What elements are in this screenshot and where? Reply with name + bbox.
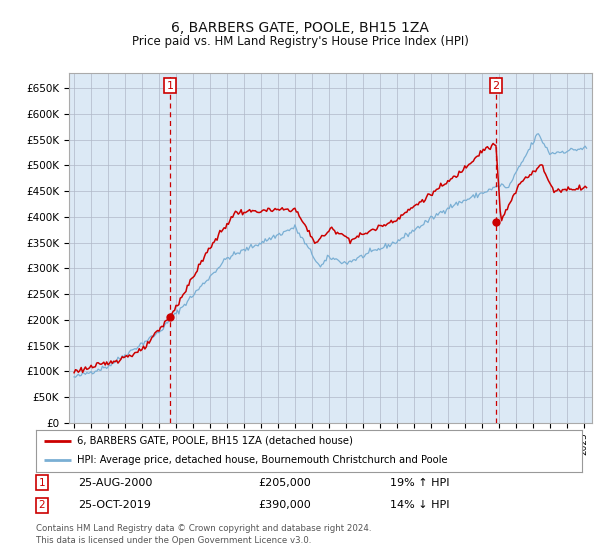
Text: 1: 1 [38,478,46,488]
Text: 1: 1 [167,81,173,91]
Text: 6, BARBERS GATE, POOLE, BH15 1ZA: 6, BARBERS GATE, POOLE, BH15 1ZA [171,21,429,35]
Text: 2: 2 [493,81,499,91]
Text: 2: 2 [38,500,46,510]
Text: 19% ↑ HPI: 19% ↑ HPI [390,478,449,488]
Text: Price paid vs. HM Land Registry's House Price Index (HPI): Price paid vs. HM Land Registry's House … [131,35,469,48]
Text: £390,000: £390,000 [258,500,311,510]
Text: 25-OCT-2019: 25-OCT-2019 [78,500,151,510]
Text: 14% ↓ HPI: 14% ↓ HPI [390,500,449,510]
Text: £205,000: £205,000 [258,478,311,488]
Text: 25-AUG-2000: 25-AUG-2000 [78,478,152,488]
Text: This data is licensed under the Open Government Licence v3.0.: This data is licensed under the Open Gov… [36,536,311,545]
Text: Contains HM Land Registry data © Crown copyright and database right 2024.: Contains HM Land Registry data © Crown c… [36,524,371,533]
Text: 6, BARBERS GATE, POOLE, BH15 1ZA (detached house): 6, BARBERS GATE, POOLE, BH15 1ZA (detach… [77,436,353,446]
Text: HPI: Average price, detached house, Bournemouth Christchurch and Poole: HPI: Average price, detached house, Bour… [77,455,448,465]
